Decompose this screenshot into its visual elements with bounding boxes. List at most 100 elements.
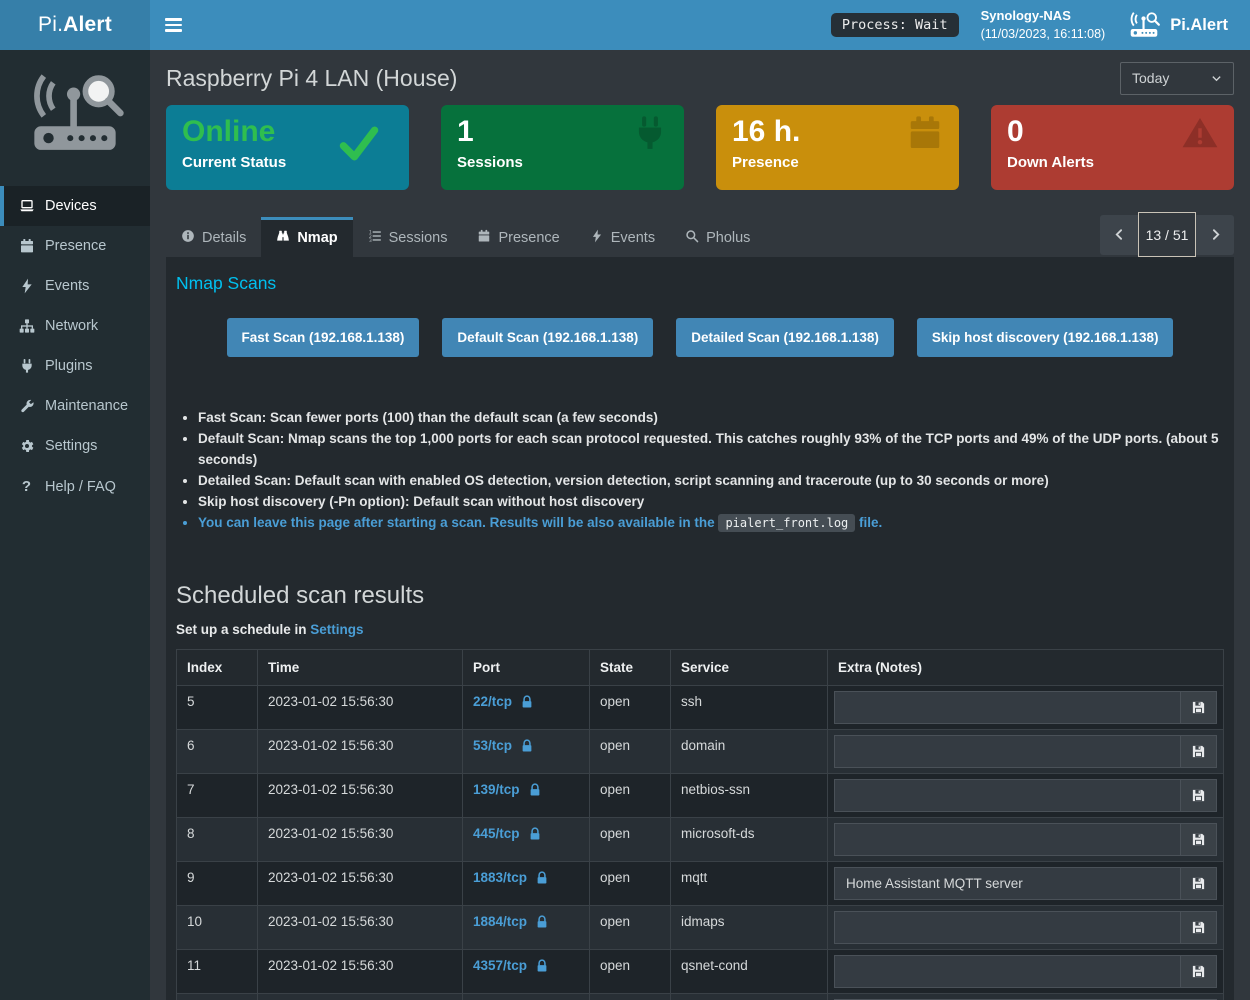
cell-service: unknown xyxy=(670,993,828,1000)
pialert-logo-icon xyxy=(1130,12,1161,37)
port-link[interactable]: 1883/tcp xyxy=(473,870,549,885)
search-icon xyxy=(685,229,699,247)
tab-nmap[interactable]: Nmap xyxy=(261,217,353,257)
page-title: Raspberry Pi 4 LAN (House) xyxy=(166,64,458,91)
card-current-status: Online Current Status xyxy=(166,105,409,190)
save-icon xyxy=(1191,832,1206,847)
cell-index: 8 xyxy=(176,817,258,862)
sidebar-item-presence[interactable]: Presence xyxy=(0,226,150,266)
settings-link[interactable]: Settings xyxy=(310,622,364,637)
scan-description-item: Default Scan: Nmap scans the top 1,000 p… xyxy=(198,428,1224,470)
header-brand-label: Pi.Alert xyxy=(1170,15,1228,34)
card-value: Online xyxy=(182,115,276,148)
save-note-button[interactable] xyxy=(1180,692,1216,723)
column-header-service: Service xyxy=(670,649,828,686)
tab-presence[interactable]: Presence xyxy=(462,217,574,257)
note-input[interactable] xyxy=(835,692,1180,723)
sidebar-item-network[interactable]: Network xyxy=(0,306,150,346)
sidebar-item-events[interactable]: Events xyxy=(0,266,150,306)
note-input[interactable] xyxy=(835,736,1180,767)
scan-button-fast[interactable]: Fast Scan (192.168.1.138) xyxy=(226,318,420,357)
sidebar-item-devices[interactable]: Devices xyxy=(0,186,150,226)
cell-note xyxy=(827,993,1224,1000)
laptop-icon xyxy=(17,198,36,214)
port-link[interactable]: 22/tcp xyxy=(473,694,534,709)
cell-index: 6 xyxy=(176,729,258,774)
cell-note xyxy=(827,905,1224,950)
lock-icon xyxy=(535,958,549,973)
save-note-button[interactable] xyxy=(1180,868,1216,899)
tab-sessions[interactable]: 1 2 3 Sessions xyxy=(353,217,463,257)
card-sessions: 1 Sessions xyxy=(441,105,684,190)
column-header-time: Time xyxy=(257,649,463,686)
cell-time: 2023-01-02 15:56:30 xyxy=(257,993,463,1000)
cell-index: 11 xyxy=(176,949,258,994)
plug-icon xyxy=(631,114,669,157)
svg-text:3: 3 xyxy=(369,238,372,243)
next-device-button[interactable] xyxy=(1196,214,1234,255)
main-content: Raspberry Pi 4 LAN (House) Today Online C… xyxy=(150,50,1250,1000)
save-note-button[interactable] xyxy=(1180,956,1216,987)
hamburger-menu-icon[interactable] xyxy=(150,0,196,50)
port-link[interactable]: 1884/tcp xyxy=(473,914,549,929)
prev-device-button[interactable] xyxy=(1100,214,1138,255)
cell-service: ssh xyxy=(670,685,828,730)
cell-service: mqtt xyxy=(670,861,828,906)
sidebar-item-label: Events xyxy=(45,278,90,294)
save-icon xyxy=(1191,964,1206,979)
table-header-row: Index Time Port State Service Extra (Notes) xyxy=(176,649,1224,686)
port-link[interactable]: 4357/tcp xyxy=(473,958,549,973)
cell-time: 2023-01-02 15:56:30 xyxy=(257,861,463,906)
tab-label: Events xyxy=(610,230,656,246)
note-input[interactable] xyxy=(835,868,1180,899)
column-header-state: State xyxy=(589,649,671,686)
sidebar-item-help-faq[interactable]: ? Help / FAQ xyxy=(0,466,150,507)
warning-icon xyxy=(1181,114,1219,157)
cell-service: domain xyxy=(670,729,828,774)
sitemap-icon xyxy=(17,318,36,334)
save-note-button[interactable] xyxy=(1180,780,1216,811)
brand-text: Pi.Alert xyxy=(38,13,112,36)
tab-details[interactable]: Details xyxy=(166,217,261,257)
cell-state: open xyxy=(589,817,671,862)
cell-note xyxy=(827,861,1224,906)
device-tabs: Details Nmap 1 2 3 Sessions Presence Events Phol… xyxy=(166,217,765,257)
scan-button-skip[interactable]: Skip host discovery (192.168.1.138) xyxy=(916,318,1174,357)
tab-pholus[interactable]: Pholus xyxy=(670,217,765,257)
save-note-button[interactable] xyxy=(1180,912,1216,943)
note-input[interactable] xyxy=(835,780,1180,811)
status-cards: Online Current Status 1 Sessions 16 h. Presen… xyxy=(166,105,1234,190)
sidebar-item-plugins[interactable]: Plugins xyxy=(0,346,150,386)
cell-service: qsnet-cond xyxy=(670,949,828,994)
leave-page-note: You can leave this page after starting a… xyxy=(198,512,1224,534)
port-link[interactable]: 139/tcp xyxy=(473,782,542,797)
scan-button-default[interactable]: Default Scan (192.168.1.138) xyxy=(442,318,654,357)
port-link[interactable]: 53/tcp xyxy=(473,738,534,753)
cell-note xyxy=(827,729,1224,774)
tab-events[interactable]: Events xyxy=(575,217,670,257)
card-label: Presence xyxy=(732,153,799,171)
table-row: 8 2023-01-02 15:56:30 445/tcp open microsoft… xyxy=(176,817,1224,862)
app-logo[interactable]: Pi.Alert xyxy=(0,0,150,50)
bolt-icon xyxy=(590,229,604,247)
lock-icon xyxy=(535,914,549,929)
time-range-select[interactable]: Today xyxy=(1120,61,1234,95)
lock-icon xyxy=(520,694,534,709)
save-note-button[interactable] xyxy=(1180,736,1216,767)
sidebar-item-settings[interactable]: Settings xyxy=(0,426,150,466)
process-status-badge[interactable]: Process: Wait xyxy=(830,13,959,37)
sidebar: Devices Presence Events Network Plugins Maint… xyxy=(0,50,150,1000)
scan-button-detailed[interactable]: Detailed Scan (192.168.1.138) xyxy=(676,318,894,357)
note-input[interactable] xyxy=(835,912,1180,943)
gear-icon xyxy=(17,438,36,454)
cell-service: microsoft-ds xyxy=(670,817,828,862)
save-icon xyxy=(1191,788,1206,803)
port-link[interactable]: 445/tcp xyxy=(473,826,542,841)
note-input[interactable] xyxy=(835,824,1180,855)
sidebar-item-maintenance[interactable]: Maintenance xyxy=(0,386,150,426)
note-input[interactable] xyxy=(835,956,1180,987)
cell-state: open xyxy=(589,773,671,818)
calendar-icon xyxy=(906,114,944,157)
save-note-button[interactable] xyxy=(1180,824,1216,855)
cell-state: open xyxy=(589,729,671,774)
